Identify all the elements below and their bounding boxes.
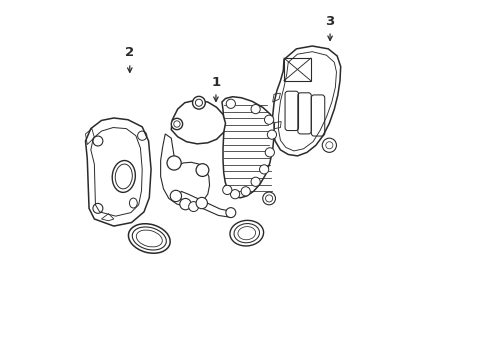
Circle shape xyxy=(265,115,274,124)
Ellipse shape xyxy=(230,220,264,246)
Circle shape xyxy=(241,187,250,196)
Circle shape xyxy=(180,198,191,210)
Polygon shape xyxy=(272,46,341,156)
Circle shape xyxy=(193,96,205,109)
Circle shape xyxy=(167,156,181,170)
Circle shape xyxy=(226,208,236,217)
Circle shape xyxy=(260,165,269,174)
Circle shape xyxy=(222,185,232,194)
Text: 1: 1 xyxy=(211,76,220,89)
Text: 2: 2 xyxy=(125,46,134,59)
Circle shape xyxy=(226,99,235,108)
Ellipse shape xyxy=(128,224,170,253)
Circle shape xyxy=(268,130,276,139)
Circle shape xyxy=(172,118,183,130)
Circle shape xyxy=(196,197,207,209)
Polygon shape xyxy=(178,192,231,217)
Circle shape xyxy=(230,190,240,199)
Circle shape xyxy=(189,202,198,212)
Circle shape xyxy=(251,104,260,114)
Circle shape xyxy=(265,148,274,157)
Circle shape xyxy=(170,190,182,202)
Text: 3: 3 xyxy=(325,15,335,28)
Circle shape xyxy=(263,192,275,205)
Circle shape xyxy=(196,164,209,176)
Polygon shape xyxy=(172,100,225,144)
Circle shape xyxy=(251,177,260,186)
Polygon shape xyxy=(222,97,274,198)
Polygon shape xyxy=(85,118,151,226)
Polygon shape xyxy=(161,134,210,207)
